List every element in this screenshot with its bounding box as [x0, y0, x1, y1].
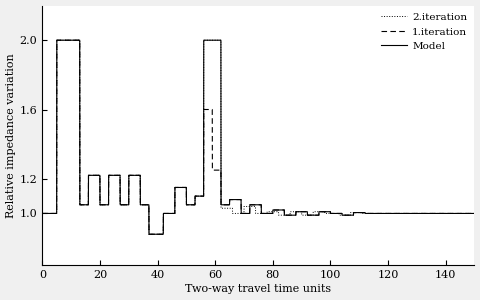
2.iteration: [468, 212, 474, 215]
1.iteration: [468, 212, 474, 215]
1.iteration: [39, 212, 45, 215]
2.iteration: [233, 212, 239, 215]
Model: [471, 212, 477, 215]
Model: [39, 212, 45, 215]
2.iteration: [144, 203, 150, 207]
1.iteration: [233, 198, 239, 201]
Y-axis label: Relative impedance variation: Relative impedance variation: [6, 53, 15, 218]
Line: Model: Model: [42, 40, 474, 234]
Model: [54, 38, 60, 42]
2.iteration: [140, 203, 145, 207]
1.iteration: [144, 203, 150, 207]
Model: [142, 203, 148, 207]
2.iteration: [203, 38, 208, 42]
2.iteration: [54, 38, 60, 42]
Line: 1.iteration: 1.iteration: [42, 40, 474, 234]
2.iteration: [471, 212, 477, 215]
Legend: 2.iteration, 1.iteration, Model: 2.iteration, 1.iteration, Model: [379, 11, 469, 53]
Model: [233, 198, 239, 201]
1.iteration: [146, 232, 152, 236]
2.iteration: [146, 232, 152, 236]
Model: [144, 203, 150, 207]
1.iteration: [140, 203, 145, 207]
1.iteration: [203, 108, 208, 111]
1.iteration: [471, 212, 477, 215]
Model: [140, 203, 145, 207]
Line: 2.iteration: 2.iteration: [42, 40, 474, 234]
X-axis label: Two-way travel time units: Two-way travel time units: [185, 284, 332, 294]
Model: [468, 212, 474, 215]
2.iteration: [39, 212, 45, 215]
2.iteration: [142, 203, 148, 207]
1.iteration: [54, 38, 60, 42]
Model: [203, 38, 208, 42]
Model: [146, 232, 152, 236]
1.iteration: [142, 203, 148, 207]
